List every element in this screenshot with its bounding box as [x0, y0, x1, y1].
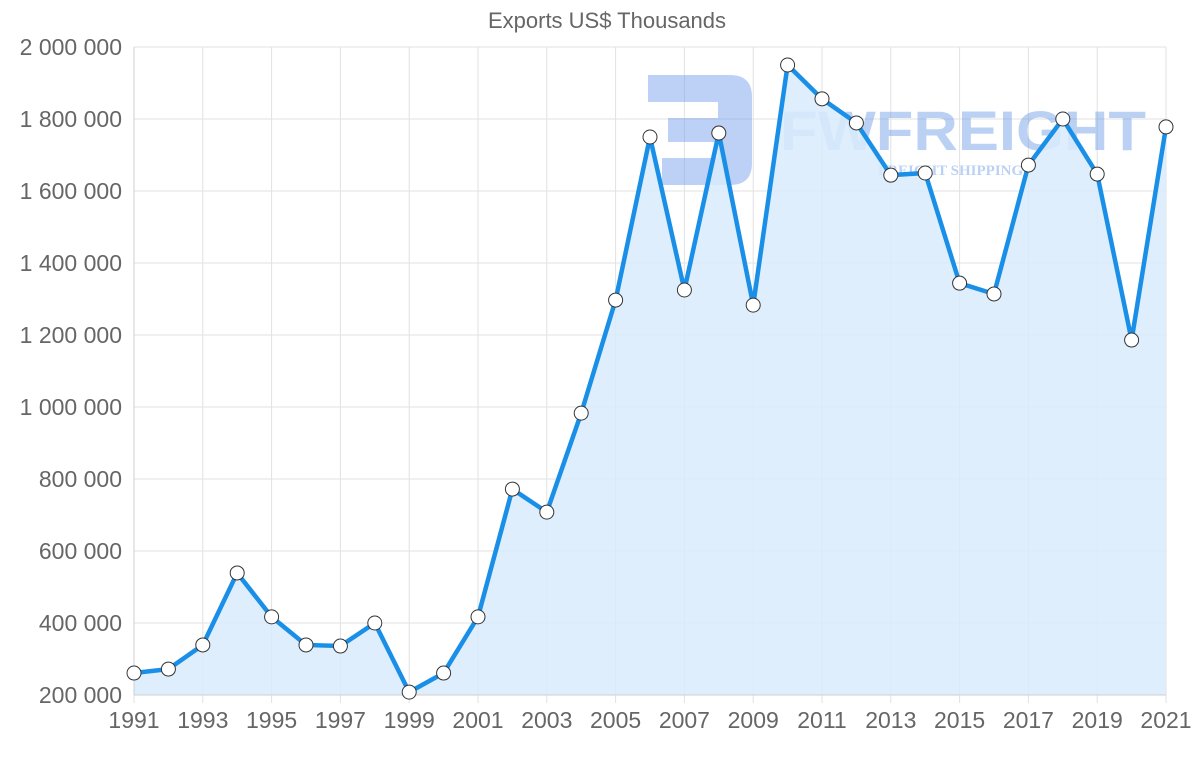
data-point[interactable]	[1055, 111, 1071, 127]
data-point[interactable]	[298, 637, 314, 653]
data-point[interactable]	[711, 125, 727, 141]
chart-title: Exports US$ Thousands	[487, 8, 727, 33]
area-fill	[134, 65, 1166, 695]
x-tick-label: 1993	[177, 707, 228, 733]
y-tick-label: 200 000	[39, 682, 122, 708]
data-point[interactable]	[814, 91, 830, 107]
data-point[interactable]	[367, 615, 383, 631]
data-points	[126, 57, 1174, 700]
data-point[interactable]	[436, 665, 452, 681]
data-point[interactable]	[986, 286, 1002, 302]
axes: 2 000 000 1 800 000 1 600 000 1 400 000 1 20…	[20, 34, 1192, 733]
data-point[interactable]	[126, 665, 142, 681]
data-point[interactable]	[264, 609, 280, 625]
data-point[interactable]	[504, 481, 520, 497]
data-point[interactable]	[539, 504, 555, 520]
data-point[interactable]	[952, 275, 968, 291]
y-tick-label: 1 000 000	[20, 394, 122, 420]
x-tick-label: 2011	[797, 707, 846, 733]
y-tick-label: 1 200 000	[20, 322, 122, 348]
x-tick-label: 2003	[521, 707, 572, 733]
data-point[interactable]	[745, 297, 761, 313]
y-tick-label: 1 800 000	[20, 106, 122, 132]
y-tick-label: 1 400 000	[20, 250, 122, 276]
x-tick-label: 2005	[590, 707, 641, 733]
data-point[interactable]	[917, 165, 933, 181]
data-point[interactable]	[573, 405, 589, 421]
y-tick-label: 1 600 000	[20, 178, 122, 204]
data-point[interactable]	[676, 282, 692, 298]
data-point[interactable]	[1158, 119, 1174, 135]
y-tick-label: 600 000	[39, 538, 122, 564]
x-tick-label: 2021	[1140, 707, 1191, 733]
data-point[interactable]	[470, 609, 486, 625]
data-point[interactable]	[195, 637, 211, 653]
x-tick-label: 2007	[659, 707, 710, 733]
data-point[interactable]	[332, 638, 348, 654]
y-tick-label: 800 000	[39, 466, 122, 492]
x-tick-label: 1991	[108, 707, 159, 733]
x-tick-label: 1995	[246, 707, 297, 733]
data-point[interactable]	[642, 129, 658, 145]
data-point[interactable]	[401, 684, 417, 700]
x-tick-label: 2001	[452, 707, 503, 733]
x-tick-label: 2013	[865, 707, 916, 733]
data-point[interactable]	[780, 57, 796, 73]
x-tick-label: 2015	[934, 707, 985, 733]
x-tick-label: 1999	[384, 707, 435, 733]
y-tick-label: 400 000	[39, 610, 122, 636]
x-tick-label: 2017	[1003, 707, 1054, 733]
x-tick-label: 2009	[728, 707, 779, 733]
data-point[interactable]	[1124, 332, 1140, 348]
y-tick-label: 2 000 000	[20, 34, 122, 60]
data-point[interactable]	[848, 115, 864, 131]
x-tick-label: 1997	[315, 707, 366, 733]
data-point[interactable]	[229, 565, 245, 581]
data-point[interactable]	[160, 661, 176, 677]
data-point[interactable]	[1020, 157, 1036, 173]
data-point[interactable]	[1089, 166, 1105, 182]
brand-logo-icon	[648, 75, 752, 185]
data-point[interactable]	[608, 292, 624, 308]
data-point[interactable]	[883, 167, 899, 183]
x-tick-label: 2019	[1072, 707, 1123, 733]
